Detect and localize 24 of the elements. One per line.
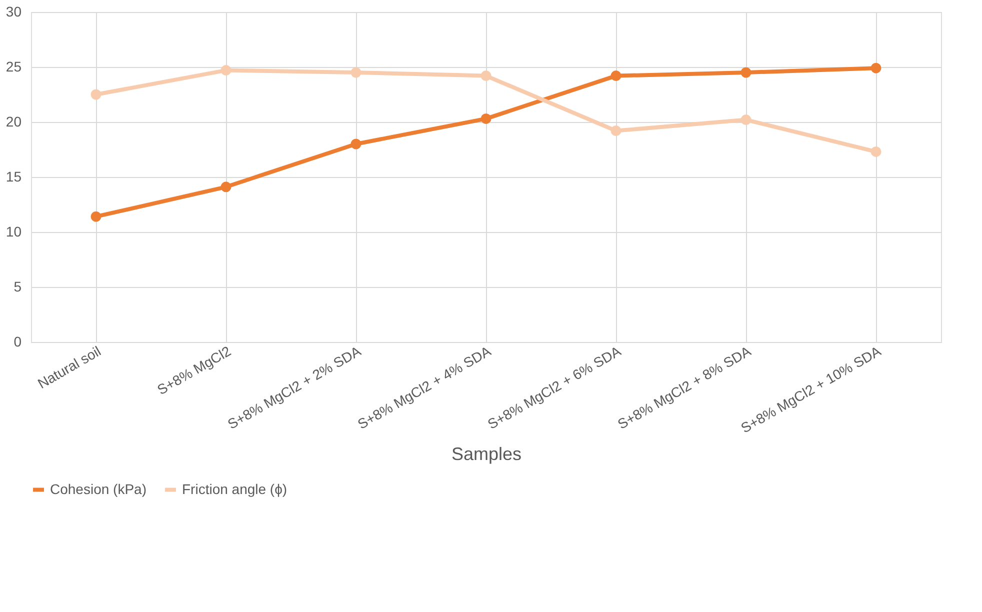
legend-label: Cohesion (kPa) xyxy=(50,480,146,497)
point xyxy=(610,70,622,82)
point xyxy=(870,146,882,157)
point xyxy=(220,65,232,76)
point xyxy=(350,138,362,150)
point xyxy=(350,67,362,78)
y-tick-label: 0 xyxy=(14,334,22,350)
x-axis-title: Samples xyxy=(451,444,522,464)
legend-label: Friction angle (ϕ) xyxy=(182,480,288,497)
point xyxy=(480,113,492,124)
y-tick-label: 20 xyxy=(6,114,22,130)
y-tick-label: 30 xyxy=(6,4,22,20)
point xyxy=(480,70,492,82)
point xyxy=(740,114,752,126)
y-tick-label: 25 xyxy=(6,58,22,74)
y-tick-label: 10 xyxy=(6,224,22,240)
point xyxy=(870,62,882,74)
point xyxy=(220,182,232,192)
y-tick-label: 5 xyxy=(14,278,22,294)
y-tick-label: 15 xyxy=(6,168,22,184)
point xyxy=(610,126,622,136)
point xyxy=(90,89,102,100)
point xyxy=(740,67,752,78)
point xyxy=(90,211,102,222)
